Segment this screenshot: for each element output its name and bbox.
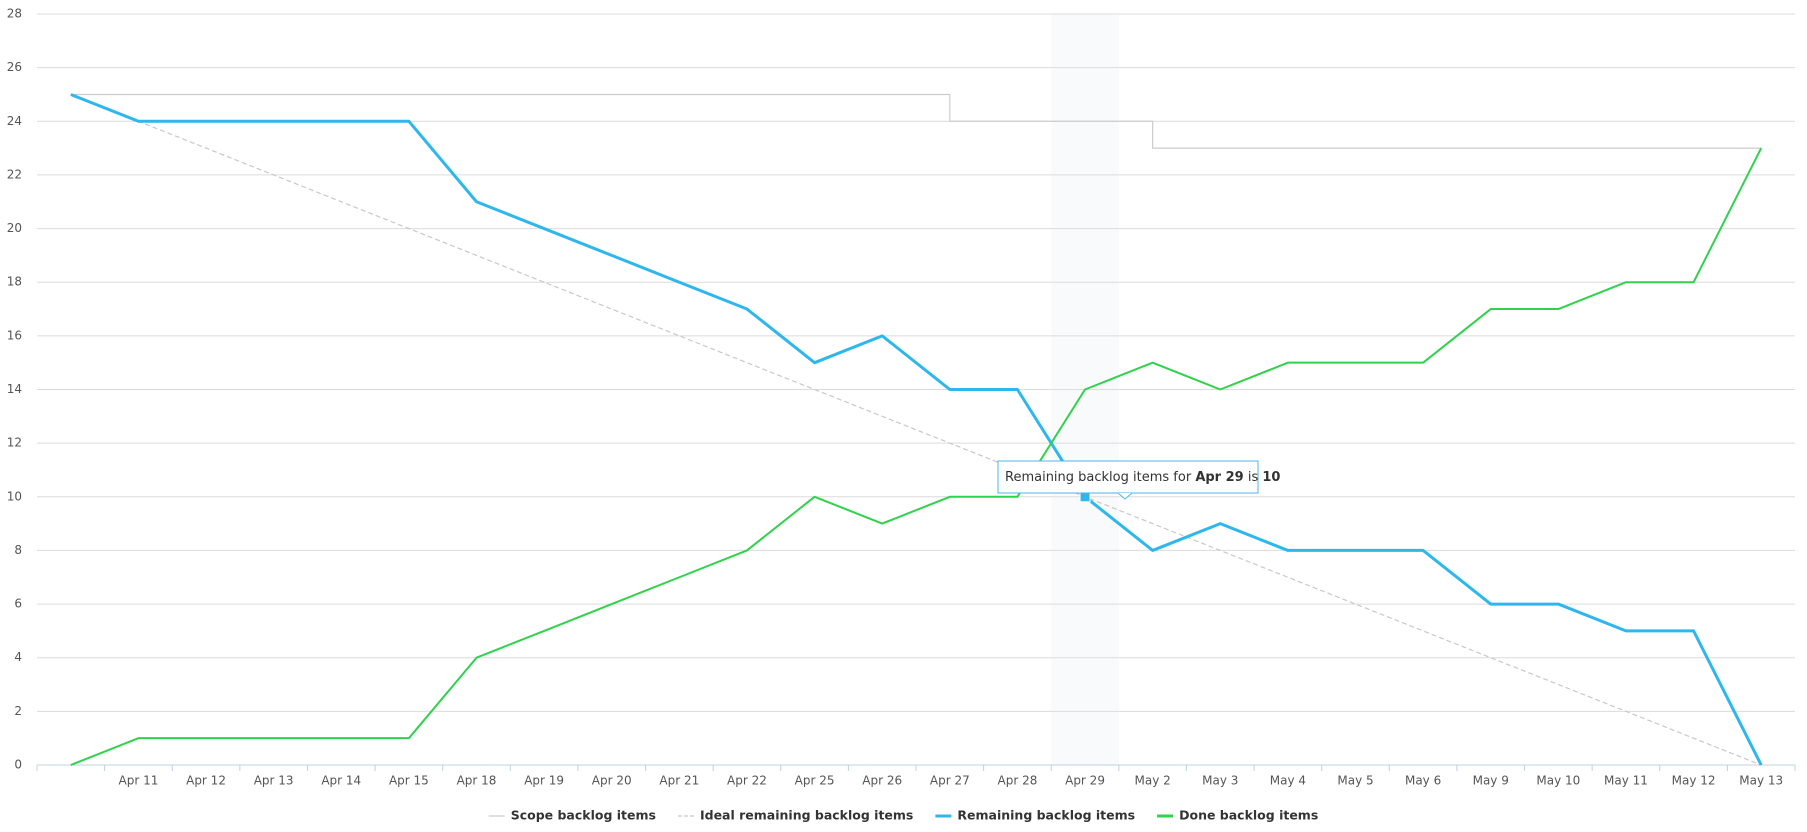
legend: Scope backlog items Ideal remaining backl… — [488, 808, 1318, 823]
x-tick-label: Apr 11 — [119, 774, 159, 788]
x-tick-label: May 2 — [1135, 774, 1171, 788]
x-tick-label: May 12 — [1672, 774, 1716, 788]
tooltip-value: 10 — [1262, 470, 1280, 485]
tooltip: Remaining backlog items for Apr 29 is 10 — [997, 460, 1280, 500]
y-tick-label: 2 — [14, 704, 22, 718]
legend-label: Ideal remaining backlog items — [700, 808, 913, 823]
legend-item: Remaining backlog items — [935, 808, 1135, 823]
y-tick-label: 24 — [7, 114, 22, 128]
x-tick-label: Apr 12 — [186, 774, 226, 788]
x-tick-label: Apr 21 — [659, 774, 699, 788]
x-tick-label: Apr 26 — [862, 774, 902, 788]
tooltip-category: Apr 29 — [1195, 470, 1243, 485]
y-tick-label: 26 — [7, 60, 22, 74]
tooltip-prefix: Remaining backlog items for — [1005, 470, 1192, 485]
x-tick-label: May 3 — [1202, 774, 1238, 788]
legend-item: Done backlog items — [1157, 808, 1318, 823]
y-tick-label: 16 — [7, 328, 22, 342]
series-line — [70, 93, 1762, 766]
tooltip-box — [997, 460, 1259, 494]
y-tick-label: 12 — [7, 436, 22, 450]
x-tick-label: May 5 — [1337, 774, 1373, 788]
y-tick-label: 8 — [14, 543, 22, 557]
x-tick-label: Apr 25 — [795, 774, 835, 788]
y-tick-label: 10 — [7, 489, 22, 503]
x-tick-label: Apr 18 — [457, 774, 497, 788]
x-tick-label: May 4 — [1270, 774, 1306, 788]
legend-label: Scope backlog items — [511, 808, 656, 823]
x-tick-label: May 11 — [1604, 774, 1648, 788]
y-tick-label: 0 — [14, 758, 22, 772]
x-tick-label: May 9 — [1473, 774, 1509, 788]
y-tick-label: 20 — [7, 221, 22, 235]
x-tick-label: Apr 19 — [524, 774, 564, 788]
y-tick-label: 6 — [14, 597, 22, 611]
x-tick-label: May 13 — [1739, 774, 1783, 788]
legend-label: Done backlog items — [1179, 808, 1318, 823]
legend-item: Scope backlog items — [488, 808, 656, 823]
legend-label: Remaining backlog items — [957, 808, 1135, 823]
x-tick-label: Apr 14 — [321, 774, 361, 788]
tooltip-connector: is — [1248, 470, 1259, 485]
tooltip-pointer — [1117, 492, 1133, 500]
y-tick-label: 22 — [7, 167, 22, 181]
x-tick-label: May 10 — [1536, 774, 1580, 788]
y-tick-label: 18 — [7, 275, 22, 289]
x-tick-label: May 6 — [1405, 774, 1441, 788]
series-line — [70, 93, 1763, 766]
series-line — [70, 93, 1762, 149]
x-tick-label: Apr 22 — [727, 774, 767, 788]
x-tick-label: Apr 27 — [930, 774, 970, 788]
y-tick-label: 4 — [14, 650, 22, 664]
y-tick-label: 14 — [7, 382, 22, 396]
series-line — [70, 147, 1763, 766]
legend-item: Ideal remaining backlog items — [677, 808, 913, 823]
x-tick-label: Apr 20 — [592, 774, 632, 788]
y-tick-label: 28 — [7, 7, 22, 21]
x-tick-label: Apr 28 — [998, 774, 1038, 788]
x-tick-label: Apr 13 — [254, 774, 294, 788]
x-tick-label: Apr 15 — [389, 774, 429, 788]
tooltip-text: Remaining backlog items for Apr 29 is 10 — [1005, 470, 1280, 485]
x-tick-label: Apr 29 — [1065, 774, 1105, 788]
